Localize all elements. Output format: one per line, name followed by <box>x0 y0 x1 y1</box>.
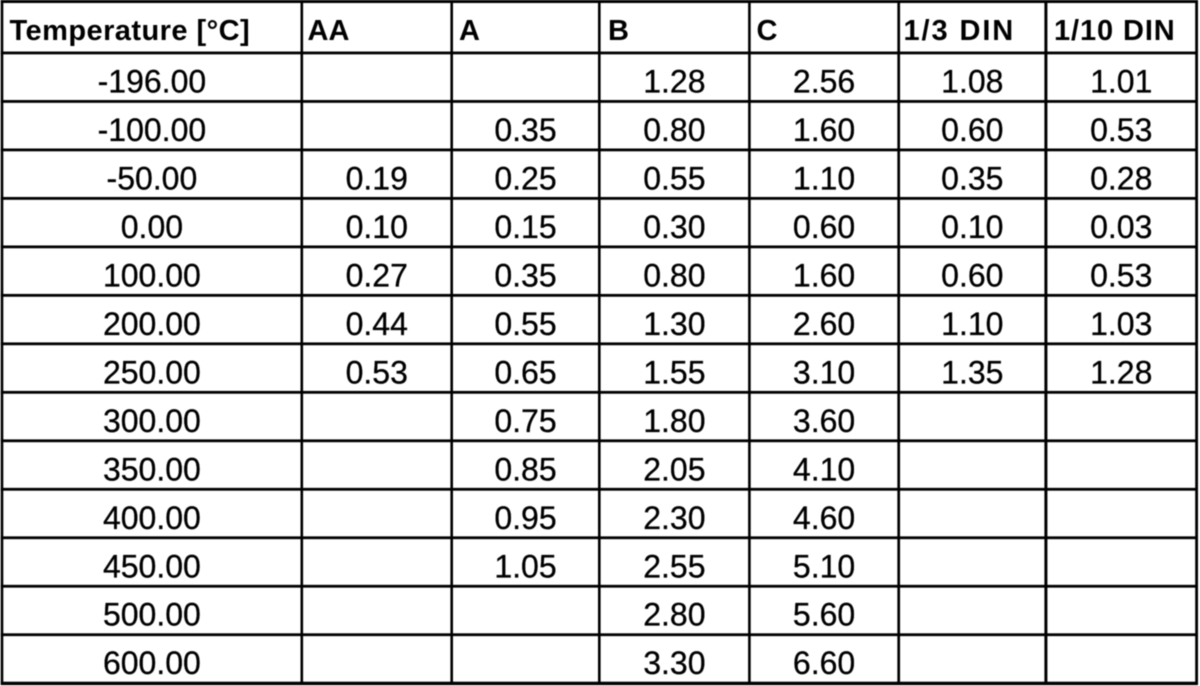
svg-text:C: C <box>757 15 778 47</box>
svg-text:0.10: 0.10 <box>346 209 408 245</box>
svg-text:450.00: 450.00 <box>103 548 201 584</box>
svg-text:400.00: 400.00 <box>103 500 201 536</box>
svg-text:1.01: 1.01 <box>1090 63 1152 99</box>
svg-text:0.27: 0.27 <box>346 257 408 293</box>
svg-text:0.35: 0.35 <box>494 112 556 148</box>
svg-text:3.10: 3.10 <box>793 354 855 390</box>
svg-text:1.10: 1.10 <box>793 160 855 196</box>
svg-text:100.00: 100.00 <box>103 257 201 293</box>
svg-text:1/10 DIN: 1/10 DIN <box>1054 15 1176 47</box>
svg-text:A: A <box>459 15 480 47</box>
svg-text:500.00: 500.00 <box>103 597 201 633</box>
svg-text:0.55: 0.55 <box>643 160 705 196</box>
svg-text:250.00: 250.00 <box>103 354 201 390</box>
svg-text:0.80: 0.80 <box>643 112 705 148</box>
svg-text:0.95: 0.95 <box>494 500 556 536</box>
svg-text:2.30: 2.30 <box>643 500 705 536</box>
svg-text:B: B <box>608 15 629 47</box>
svg-text:3.30: 3.30 <box>643 645 705 681</box>
svg-text:0.53: 0.53 <box>1090 257 1152 293</box>
svg-text:2.05: 2.05 <box>643 451 705 487</box>
svg-text:Temperature [°C]: Temperature [°C] <box>10 15 251 47</box>
svg-text:1.08: 1.08 <box>941 63 1003 99</box>
svg-text:0.60: 0.60 <box>941 112 1003 148</box>
svg-text:6.60: 6.60 <box>793 645 855 681</box>
svg-text:0.28: 0.28 <box>1090 160 1152 196</box>
svg-text:2.55: 2.55 <box>643 548 705 584</box>
svg-text:-50.00: -50.00 <box>107 160 198 196</box>
svg-text:0.44: 0.44 <box>346 306 408 342</box>
svg-text:-100.00: -100.00 <box>98 112 207 148</box>
svg-text:2.56: 2.56 <box>793 63 855 99</box>
svg-text:0.53: 0.53 <box>1090 112 1152 148</box>
svg-text:2.80: 2.80 <box>643 597 705 633</box>
svg-text:0.35: 0.35 <box>941 160 1003 196</box>
svg-text:600.00: 600.00 <box>103 645 201 681</box>
svg-text:0.00: 0.00 <box>121 209 183 245</box>
svg-text:1.60: 1.60 <box>793 257 855 293</box>
svg-text:2.60: 2.60 <box>793 306 855 342</box>
svg-text:0.85: 0.85 <box>494 451 556 487</box>
svg-text:4.10: 4.10 <box>793 451 855 487</box>
svg-text:0.80: 0.80 <box>643 257 705 293</box>
svg-text:0.75: 0.75 <box>494 403 556 439</box>
svg-text:3.60: 3.60 <box>793 403 855 439</box>
svg-text:350.00: 350.00 <box>103 451 201 487</box>
svg-text:1.55: 1.55 <box>643 354 705 390</box>
svg-text:1.80: 1.80 <box>643 403 705 439</box>
svg-text:1.60: 1.60 <box>793 112 855 148</box>
svg-text:0.60: 0.60 <box>793 209 855 245</box>
svg-text:0.25: 0.25 <box>494 160 556 196</box>
svg-text:5.60: 5.60 <box>793 597 855 633</box>
svg-text:300.00: 300.00 <box>103 403 201 439</box>
svg-text:1.35: 1.35 <box>941 354 1003 390</box>
svg-text:1.30: 1.30 <box>643 306 705 342</box>
svg-text:1.28: 1.28 <box>643 63 705 99</box>
svg-text:AA: AA <box>308 15 350 47</box>
svg-text:0.30: 0.30 <box>643 209 705 245</box>
svg-text:1.28: 1.28 <box>1090 354 1152 390</box>
svg-text:0.53: 0.53 <box>346 354 408 390</box>
svg-text:0.35: 0.35 <box>494 257 556 293</box>
svg-text:5.10: 5.10 <box>793 548 855 584</box>
svg-text:0.15: 0.15 <box>494 209 556 245</box>
svg-text:0.19: 0.19 <box>346 160 408 196</box>
svg-text:1/3 DIN: 1/3 DIN <box>904 15 1016 47</box>
svg-text:-196.00: -196.00 <box>98 63 207 99</box>
svg-text:0.60: 0.60 <box>941 257 1003 293</box>
svg-text:4.60: 4.60 <box>793 500 855 536</box>
svg-text:0.10: 0.10 <box>941 209 1003 245</box>
svg-text:200.00: 200.00 <box>103 306 201 342</box>
svg-text:0.03: 0.03 <box>1090 209 1152 245</box>
svg-text:1.10: 1.10 <box>941 306 1003 342</box>
svg-text:1.05: 1.05 <box>494 548 556 584</box>
svg-text:0.65: 0.65 <box>494 354 556 390</box>
svg-text:1.03: 1.03 <box>1090 306 1152 342</box>
svg-text:0.55: 0.55 <box>494 306 556 342</box>
